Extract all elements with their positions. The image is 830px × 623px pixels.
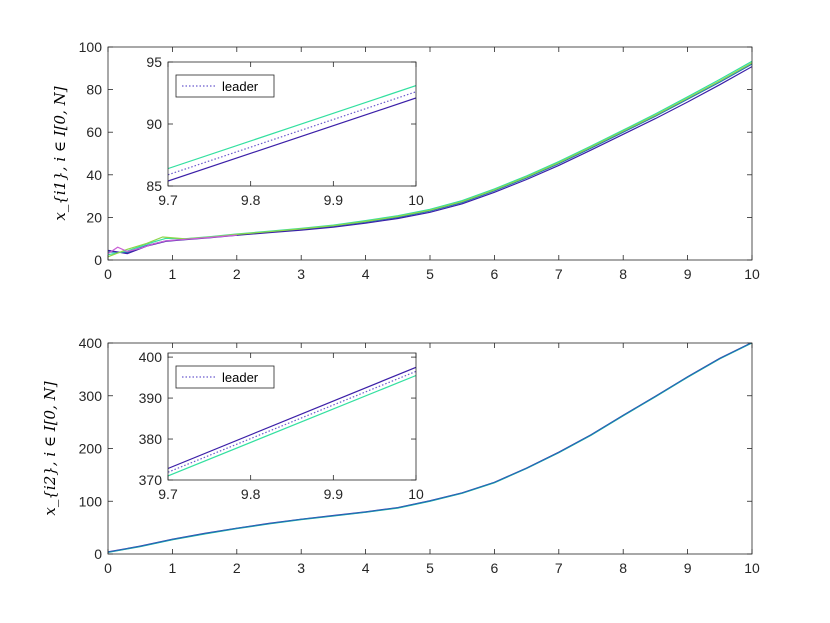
top-inset-ytick-label-1: 90	[146, 116, 162, 132]
top-inset-axes: 9.7 9.8 9.9 10 85 90 95 leader	[146, 54, 424, 208]
bottom-inset-axes: 9.7 9.8 9.9 10 370 380 390 400 leader	[139, 349, 424, 502]
top-inset-ytick-label-2: 95	[146, 54, 162, 70]
top-inset-xtick-label-3: 10	[408, 192, 424, 208]
top-xtick-label-2: 2	[233, 266, 241, 282]
bottom-xtick-label-8: 8	[619, 560, 627, 576]
top-inset-xtick-label-2: 9.9	[324, 192, 344, 208]
bottom-ytick-label-0: 0	[94, 546, 102, 562]
bottom-inset-series-line-0	[168, 366, 416, 470]
top-ytick-label-3: 60	[86, 124, 102, 140]
bottom-inset-ytick-label-3: 400	[139, 349, 163, 365]
top-inset-ytick-label-0: 85	[146, 178, 162, 194]
top-ytick-label-1: 20	[86, 209, 102, 225]
bottom-inset-legend-label: leader	[222, 370, 259, 385]
top-xtick-label-0: 0	[104, 266, 112, 282]
top-inset-series-line-0	[168, 85, 416, 170]
top-inset-series-line-2	[168, 91, 416, 176]
top-xtick-label-10: 10	[744, 266, 760, 282]
top-ytick-label-0: 0	[94, 252, 102, 268]
bottom-xtick-label-7: 7	[555, 560, 563, 576]
bottom-inset-frame	[167, 352, 417, 481]
top-series-line-4	[108, 234, 237, 255]
bottom-xtick-label-6: 6	[491, 560, 499, 576]
bottom-ytick-label-1: 100	[79, 493, 103, 509]
top-series-line-3	[108, 62, 752, 258]
bottom-inset-xtick-label-1: 9.8	[241, 486, 261, 502]
bottom-ylabel: x_{i2}, i ∈ I[0, N]	[41, 381, 59, 515]
bottom-xtick-label-5: 5	[426, 560, 434, 576]
bottom-ytick-label-2: 200	[79, 441, 103, 457]
bottom-inset-series-line-2	[168, 370, 416, 473]
top-inset-xtick-label-0: 9.7	[158, 192, 178, 208]
bottom-xtick-label-3: 3	[297, 560, 305, 576]
top-series-group	[108, 60, 752, 258]
bottom-inset-xtick-label-2: 9.9	[324, 486, 344, 502]
top-inset-legend-box	[175, 74, 275, 98]
bottom-xtick-label-10: 10	[744, 560, 760, 576]
bottom-series-group	[108, 343, 752, 553]
top-xtick-label-3: 3	[297, 266, 305, 282]
bottom-inset-legend-box	[175, 365, 275, 389]
top-ylabel: x_{i1}, i ∈ I[0, N]	[51, 86, 69, 220]
top-inset-series-line-1	[168, 97, 416, 182]
top-ytick-label-4: 80	[86, 82, 102, 98]
top-inset-xtick-label-1: 9.8	[241, 192, 261, 208]
bottom-xtick-label-2: 2	[233, 560, 241, 576]
top-inset-series-group	[168, 85, 416, 182]
top-xtick-label-8: 8	[619, 266, 627, 282]
top-xtick-label-7: 7	[555, 266, 563, 282]
top-inset-legend-label: leader	[222, 79, 259, 94]
bottom-inset-series-line-1	[168, 374, 416, 477]
bottom-inset-ytick-label-2: 390	[139, 390, 163, 406]
top-xtick-label-1: 1	[169, 266, 177, 282]
top-ytick-label-5: 100	[79, 39, 103, 55]
bottom-ytick-label-4: 400	[79, 335, 103, 351]
bottom-xtick-label-0: 0	[104, 560, 112, 576]
bottom-xtick-label-4: 4	[362, 560, 370, 576]
top-xtick-label-4: 4	[362, 266, 370, 282]
bottom-inset-series-group	[168, 366, 416, 477]
top-xtick-label-5: 5	[426, 266, 434, 282]
bottom-inset-xtick-label-0: 9.7	[158, 486, 178, 502]
top-xtick-label-6: 6	[491, 266, 499, 282]
bottom-inset-ytick-label-0: 370	[139, 472, 163, 488]
top-ytick-label-2: 40	[86, 167, 102, 183]
bottom-xtick-label-1: 1	[169, 560, 177, 576]
bottom-inset-xtick-label-3: 10	[408, 486, 424, 502]
top-xtick-label-9: 9	[684, 266, 692, 282]
bottom-inset-ytick-label-1: 380	[139, 431, 163, 447]
bottom-xtick-label-9: 9	[684, 560, 692, 576]
bottom-series-line-2	[108, 343, 752, 553]
bottom-ytick-label-3: 300	[79, 388, 103, 404]
